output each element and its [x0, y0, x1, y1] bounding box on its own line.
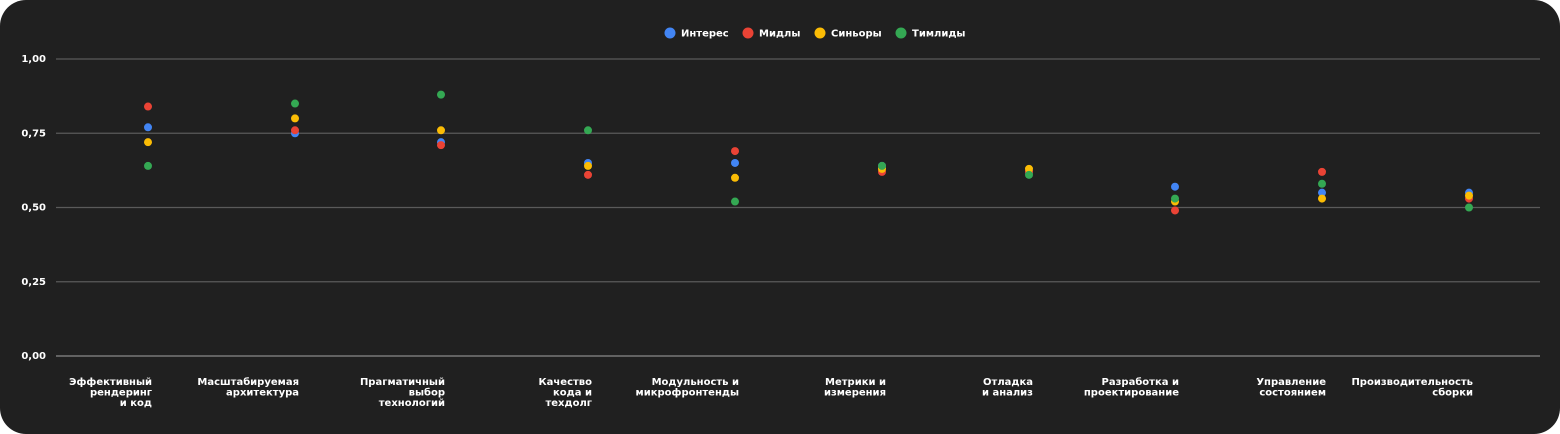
legend-item[interactable]: Интерес: [664, 27, 729, 40]
y-tick-label: 0,50: [21, 203, 46, 214]
data-point: [1465, 203, 1473, 212]
y-tick-label: 0,00: [21, 351, 46, 362]
x-category-label: Качество кода и техдолг: [539, 377, 593, 409]
data-points: [144, 90, 1473, 215]
data-point: [731, 197, 739, 206]
data-point: [1171, 206, 1179, 215]
data-point: [437, 126, 445, 135]
legend-marker: [664, 27, 676, 39]
legend-label: Синьоры: [831, 29, 882, 40]
data-point: [291, 114, 299, 123]
data-point: [731, 173, 739, 182]
data-point: [144, 123, 152, 132]
x-category-label: Модульность и микрофронтенды: [636, 377, 739, 399]
x-category-label: Прагматичный выбор технологий: [360, 377, 445, 409]
data-point: [1025, 164, 1033, 173]
x-category-label: Управление состоянием: [1256, 377, 1326, 399]
legend-item[interactable]: Мидлы: [742, 27, 801, 40]
data-point: [1171, 194, 1179, 203]
legend-label: Мидлы: [759, 29, 800, 40]
x-axis-labels: Эффективный рендеринг и код Масштабируемая а…: [69, 376, 1473, 409]
legend-item[interactable]: Синьоры: [814, 27, 882, 40]
data-point: [144, 102, 152, 111]
data-point: [144, 138, 152, 147]
data-point: [1318, 194, 1326, 203]
data-point: [1025, 170, 1033, 179]
data-point: [878, 161, 886, 170]
x-category-label: Эффективный рендеринг и код: [69, 376, 152, 409]
data-point: [437, 141, 445, 150]
data-point: [1171, 182, 1179, 191]
x-category-label: Производительность сборки: [1351, 377, 1473, 399]
x-category-label: Метрики и измерения: [824, 377, 886, 399]
x-category-label: Разработка и проектирование: [1084, 376, 1179, 399]
data-point: [584, 126, 592, 135]
legend-marker: [895, 27, 907, 39]
y-tick-label: 0,25: [21, 277, 46, 288]
data-point: [1318, 167, 1326, 176]
x-category-label: Масштабируемая архитектура: [197, 376, 299, 399]
data-point: [584, 170, 592, 179]
y-tick-label: 0,75: [21, 128, 46, 139]
legend-label: Тимлиды: [912, 29, 965, 40]
data-point: [291, 99, 299, 108]
data-point: [1318, 188, 1326, 197]
data-point: [144, 161, 152, 170]
data-point: [291, 126, 299, 135]
y-tick-label: 1,00: [21, 54, 46, 65]
legend: Интерес Мидлы Синьоры Тимлиды: [664, 27, 966, 40]
legend-label: Интерес: [681, 29, 729, 40]
data-point: [731, 158, 739, 167]
legend-marker: [742, 27, 754, 39]
grid-lines: [56, 58, 1540, 357]
legend-marker: [814, 27, 826, 39]
data-point: [584, 161, 592, 170]
x-category-label: Отладка и анализ: [982, 377, 1033, 399]
legend-item[interactable]: Тимлиды: [895, 27, 966, 40]
data-point: [1318, 179, 1326, 188]
data-point: [731, 147, 739, 156]
data-point: [1465, 191, 1473, 200]
y-axis-ticks: 0,00 0,25 0,50 0,75 1,00: [21, 54, 46, 362]
data-point: [437, 90, 445, 99]
